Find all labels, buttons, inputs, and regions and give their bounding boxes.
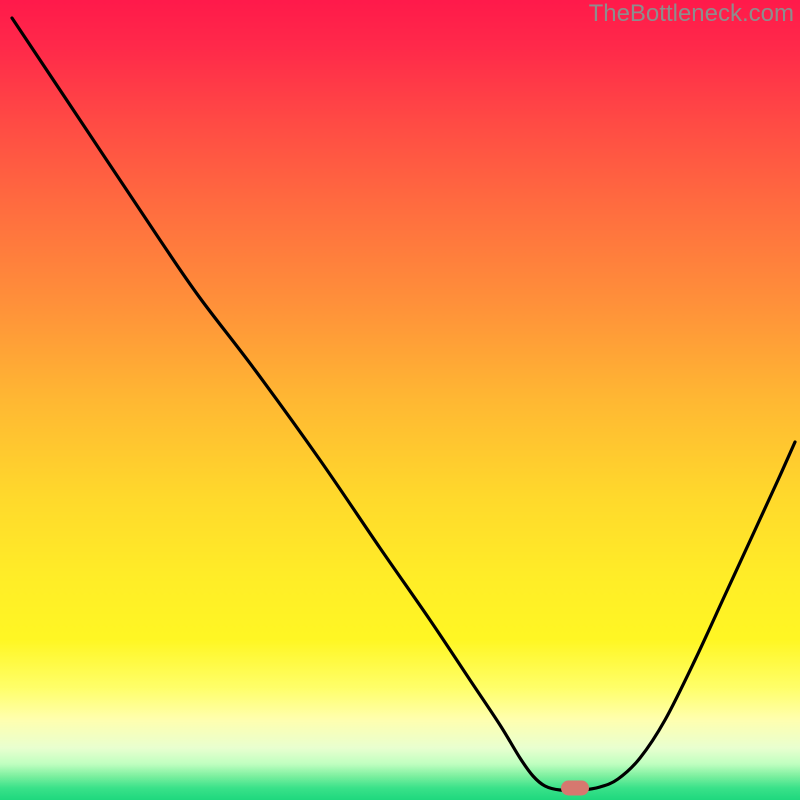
gradient-background <box>0 0 800 800</box>
chart-stage: TheBottleneck.com <box>0 0 800 800</box>
watermark-text: TheBottleneck.com <box>589 0 794 28</box>
optimal-marker <box>561 781 589 796</box>
